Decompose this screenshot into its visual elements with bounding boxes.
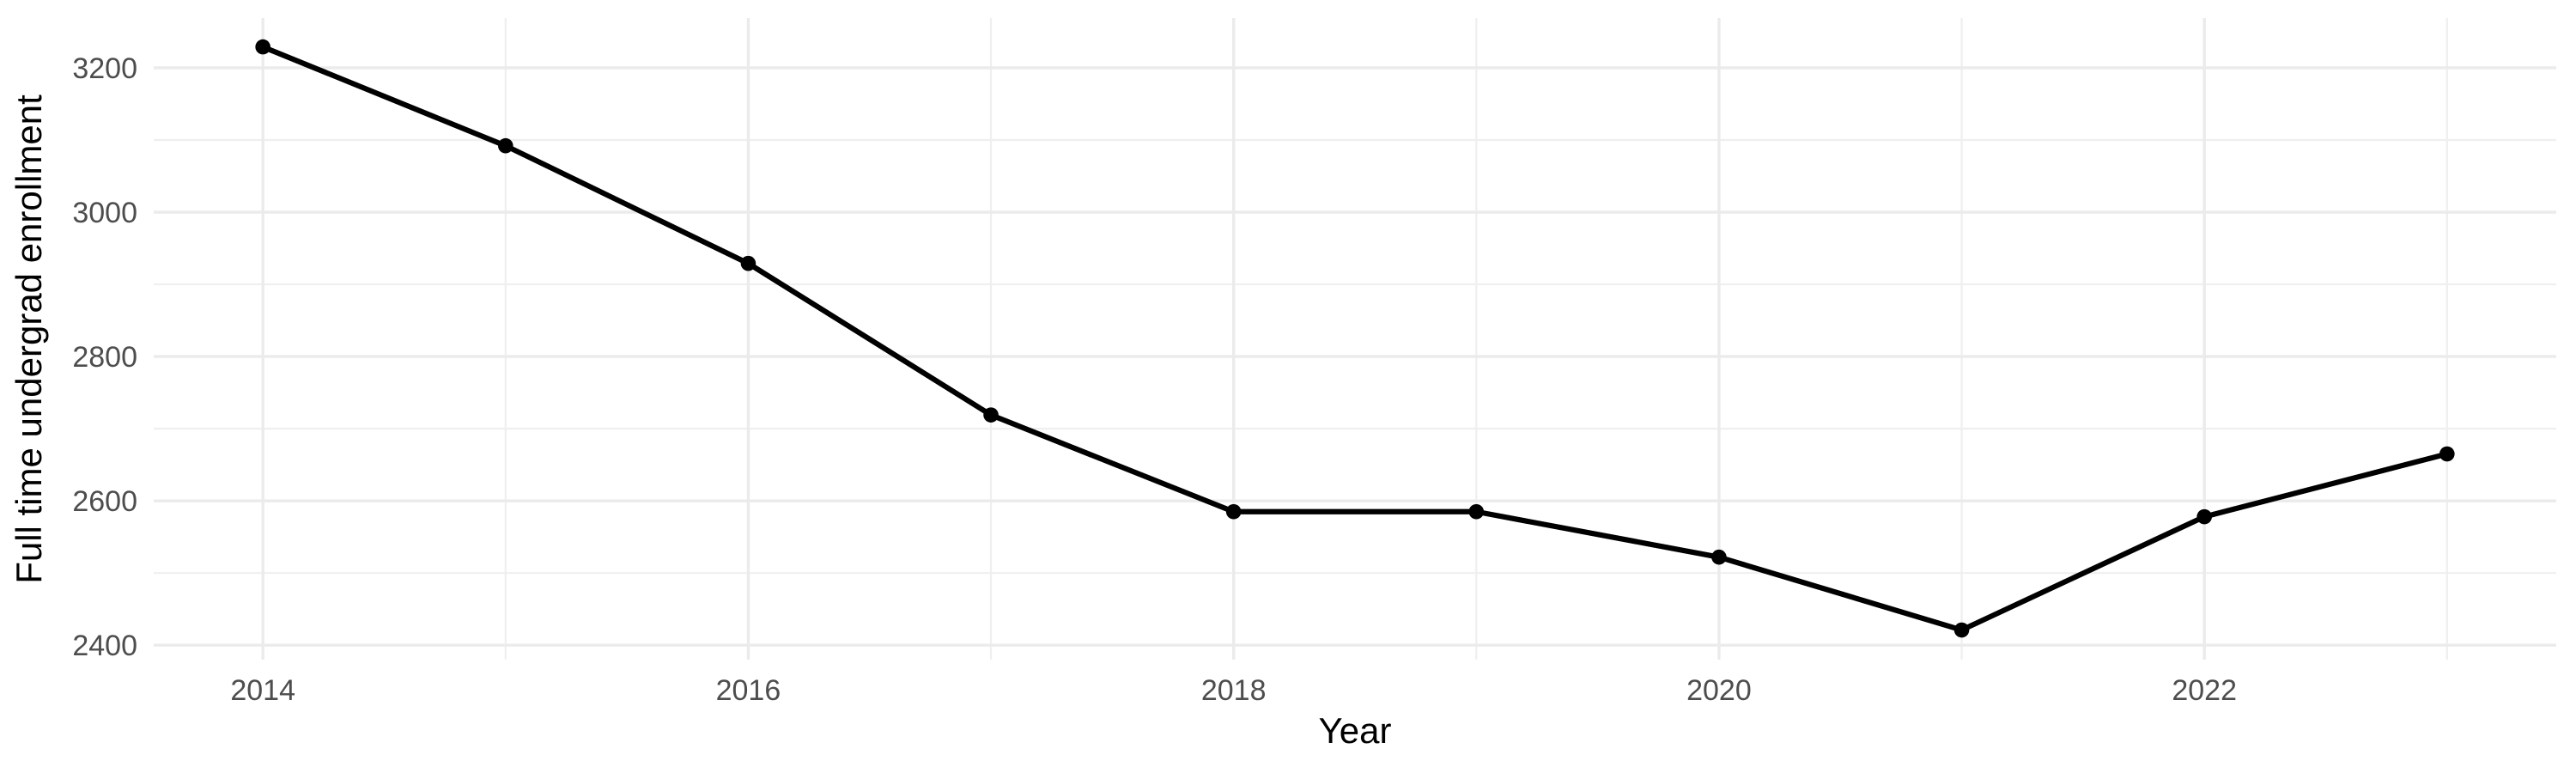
x-axis-title: Year: [1318, 710, 1392, 751]
x-tick-label: 2014: [230, 674, 295, 707]
x-tick-label: 2022: [2172, 674, 2237, 707]
data-point: [255, 39, 270, 55]
x-tick-label: 2018: [1201, 674, 1267, 707]
series-line: [262, 44, 2448, 633]
y-axis-title: Full time undergrad enrollment: [9, 94, 49, 584]
data-point: [2196, 508, 2212, 525]
x-tick-label: 2016: [716, 674, 781, 707]
data-point: [1225, 503, 1242, 520]
data-point: [983, 407, 999, 423]
data-point: [2439, 446, 2455, 462]
x-tick-label: 2020: [1686, 674, 1752, 707]
y-tick-label: 2600: [72, 485, 137, 518]
y-tick-label: 2400: [72, 630, 137, 662]
data-point: [1711, 549, 1727, 565]
data-point: [740, 255, 756, 271]
data-point: [1468, 503, 1485, 520]
y-tick-label: 2800: [72, 341, 137, 374]
y-tick-label: 3200: [72, 52, 137, 85]
data-point: [1953, 622, 1970, 638]
data-point: [498, 137, 513, 154]
y-tick-label: 3000: [72, 197, 137, 229]
